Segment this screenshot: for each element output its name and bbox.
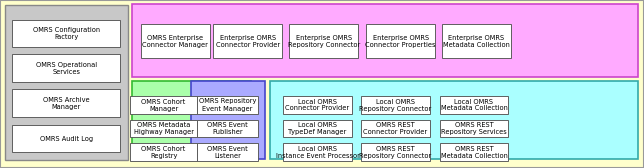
FancyBboxPatch shape [130,96,197,114]
FancyBboxPatch shape [214,24,282,58]
FancyBboxPatch shape [12,20,120,47]
FancyBboxPatch shape [361,96,430,114]
FancyBboxPatch shape [196,120,258,137]
Text: OMRS REST
Repository Connector: OMRS REST Repository Connector [359,145,431,159]
Text: OMRS REST
Metadata Collection: OMRS REST Metadata Collection [440,145,507,159]
FancyBboxPatch shape [361,143,430,161]
Text: Local OMRS
TypeDef Manager: Local OMRS TypeDef Manager [289,122,346,135]
Text: OMRS Event
Listener: OMRS Event Listener [207,145,248,159]
FancyBboxPatch shape [270,81,638,159]
FancyBboxPatch shape [440,96,508,114]
FancyBboxPatch shape [283,120,352,137]
FancyBboxPatch shape [12,125,120,153]
Text: OMRS Configuration
Factory: OMRS Configuration Factory [33,27,100,40]
FancyBboxPatch shape [5,5,128,160]
Text: OMRS Event
Publisher: OMRS Event Publisher [207,122,248,135]
Text: Local OMRS
Repository Connector: Local OMRS Repository Connector [359,98,431,112]
FancyBboxPatch shape [196,143,258,161]
Text: Local OMRS
Connector Provider: Local OMRS Connector Provider [285,98,350,112]
Text: Enterprise OMRS
Connector Provider: Enterprise OMRS Connector Provider [216,35,280,48]
Text: OMRS Cohort
Manager: OMRS Cohort Manager [142,98,185,112]
Text: OMRS Enterprise
Connector Manager: OMRS Enterprise Connector Manager [142,35,208,48]
Text: OMRS REST
Connector Provider: OMRS REST Connector Provider [363,122,428,135]
FancyBboxPatch shape [290,24,358,58]
FancyBboxPatch shape [283,143,352,161]
FancyBboxPatch shape [132,4,638,77]
Text: OMRS Cohort
Registry: OMRS Cohort Registry [142,145,185,159]
FancyBboxPatch shape [440,143,508,161]
FancyBboxPatch shape [132,81,251,159]
Text: OMRS Archive
Manager: OMRS Archive Manager [43,97,90,110]
FancyBboxPatch shape [12,89,120,117]
Text: OMRS Operational
Services: OMRS Operational Services [36,61,97,75]
Text: Local OMRS
Metadata Collection: Local OMRS Metadata Collection [440,98,507,112]
FancyBboxPatch shape [12,54,120,82]
FancyBboxPatch shape [442,24,511,58]
Text: OMRS Metadata
Highway Manager: OMRS Metadata Highway Manager [133,122,194,135]
FancyBboxPatch shape [191,81,265,159]
FancyBboxPatch shape [130,120,197,137]
FancyBboxPatch shape [366,24,435,58]
FancyBboxPatch shape [361,120,430,137]
Text: Local OMRS
Instance Event Processor: Local OMRS Instance Event Processor [276,145,359,159]
Text: OMRS REST
Repository Services: OMRS REST Repository Services [441,122,507,135]
FancyBboxPatch shape [130,143,197,161]
FancyBboxPatch shape [283,96,352,114]
FancyBboxPatch shape [196,96,258,114]
Text: OMRS Audit Log: OMRS Audit Log [40,136,93,142]
FancyBboxPatch shape [141,24,210,58]
Text: Enterprise OMRS
Connector Properties: Enterprise OMRS Connector Properties [365,35,436,48]
Text: Enterprise OMRS
Metadata Collection: Enterprise OMRS Metadata Collection [443,35,510,48]
Text: OMRS Repository
Event Manager: OMRS Repository Event Manager [198,98,256,112]
FancyBboxPatch shape [440,120,508,137]
Text: Enterprise OMRS
Repository Connector: Enterprise OMRS Repository Connector [288,35,360,48]
